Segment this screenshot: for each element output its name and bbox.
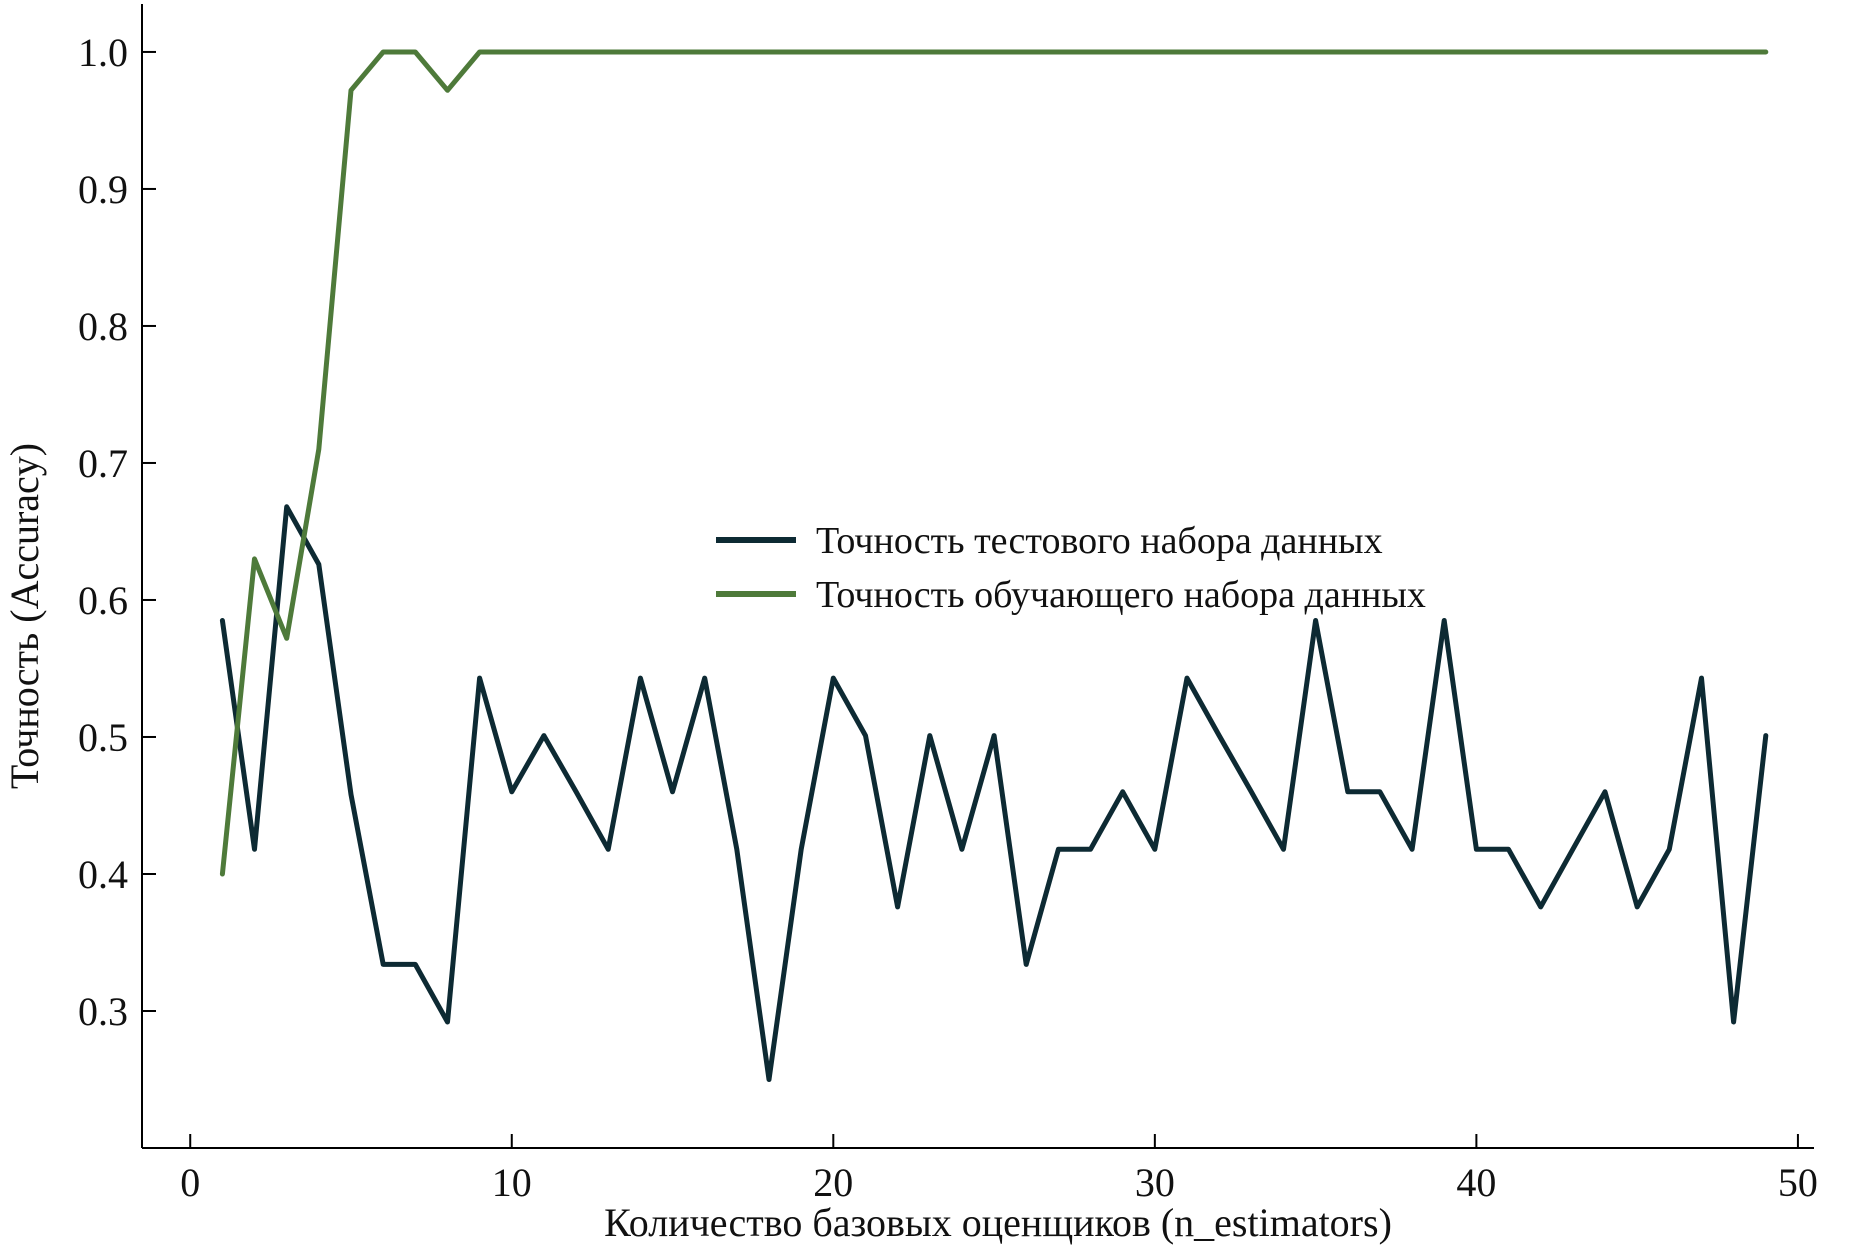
legend-label-test: Точность тестового набора данных (816, 520, 1383, 562)
train-accuracy-line (219, 49, 1769, 877)
test-accuracy-line (219, 504, 1769, 1082)
x-ticks: 0 10 20 30 40 50 (180, 1134, 1818, 1205)
series-lines (219, 49, 1769, 1082)
y-ticks: 0.3 0.4 0.5 0.6 0.7 0.8 0.9 1.0 (78, 30, 156, 1034)
y-tick-label: 0.5 (78, 715, 128, 760)
axes (141, 4, 1814, 1149)
y-tick-label: 1.0 (78, 30, 128, 75)
y-tick-label: 0.6 (78, 578, 128, 623)
x-tick-label: 40 (1456, 1160, 1496, 1205)
x-tick-label: 50 (1778, 1160, 1818, 1205)
y-axis-title: Точность (Accuracy) (2, 443, 47, 789)
x-axis-title: Количество базовых оценщиков (n_estimato… (604, 1200, 1392, 1245)
x-tick-label: 0 (180, 1160, 200, 1205)
legend-label-train: Точность обучающего набора данных (816, 574, 1426, 616)
x-tick-label: 10 (492, 1160, 532, 1205)
legend: Точность тестового набора данных Точность… (716, 520, 1426, 616)
y-tick-label: 0.8 (78, 304, 128, 349)
y-tick-label: 0.3 (78, 989, 128, 1034)
y-tick-label: 0.4 (78, 852, 128, 897)
x-tick-label: 30 (1135, 1160, 1175, 1205)
y-tick-label: 0.7 (78, 441, 128, 486)
x-tick-label: 20 (813, 1160, 853, 1205)
y-tick-label: 0.9 (78, 167, 128, 212)
